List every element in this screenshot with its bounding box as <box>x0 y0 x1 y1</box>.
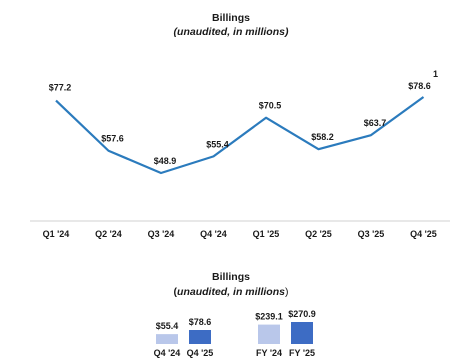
line-chart-title: Billings <box>212 12 250 24</box>
billings-line-chart: $77.2 $57.6 $48.9 $55.4 $70.5 $58.2 $63.7 $78.6… <box>30 69 450 239</box>
footnote-marker: 1 <box>433 69 438 79</box>
data-label: $57.6 <box>101 134 124 144</box>
x-tick-label: Q4 '24 <box>200 229 227 239</box>
x-tick-label: Q1 '24 <box>43 229 70 239</box>
billings-series-line <box>55 96 425 175</box>
bar <box>258 324 280 344</box>
bar-data-label: $55.4 <box>156 321 179 331</box>
bar-chart-subtitle-close: ) <box>284 286 289 298</box>
x-tick-label: Q2 '25 <box>305 229 332 239</box>
bar-data-label: $270.9 <box>288 309 316 319</box>
data-label: $78.6 <box>408 81 431 91</box>
x-tick-label: Q3 '25 <box>358 229 385 239</box>
bar-chart-title: Billings <box>212 271 250 283</box>
data-label: $77.2 <box>49 83 72 93</box>
bar-data-label: $239.1 <box>255 312 283 322</box>
bar <box>156 334 178 344</box>
bar-category-label: Q4 '25 <box>187 348 214 358</box>
x-tick-label: Q2 '24 <box>95 229 122 239</box>
bar-data-label: $78.6 <box>189 317 212 327</box>
x-tick-label: Q4 '25 <box>410 229 437 239</box>
x-tick-label: Q3 '24 <box>148 229 175 239</box>
bar-chart-subtitle-text: unaudited, in millions <box>177 286 285 298</box>
line-chart-subtitle: (unaudited, in millions) <box>173 26 289 38</box>
data-label: $48.9 <box>154 156 177 166</box>
bar-category-label: Q4 '24 <box>154 348 181 358</box>
data-label: $63.7 <box>364 118 387 128</box>
bar-category-label: FY '25 <box>289 348 315 358</box>
bar <box>189 330 211 344</box>
bar-chart-subtitle: (unaudited, in millions) <box>0 286 462 298</box>
x-tick-label: Q1 '25 <box>253 229 280 239</box>
bar <box>291 322 313 344</box>
data-label: $70.5 <box>259 101 282 111</box>
bar-category-label: FY '24 <box>256 348 282 358</box>
data-label: $58.2 <box>311 132 334 142</box>
data-label: $55.4 <box>206 139 229 149</box>
bar-chart-subtitle-open: ( <box>173 286 178 298</box>
